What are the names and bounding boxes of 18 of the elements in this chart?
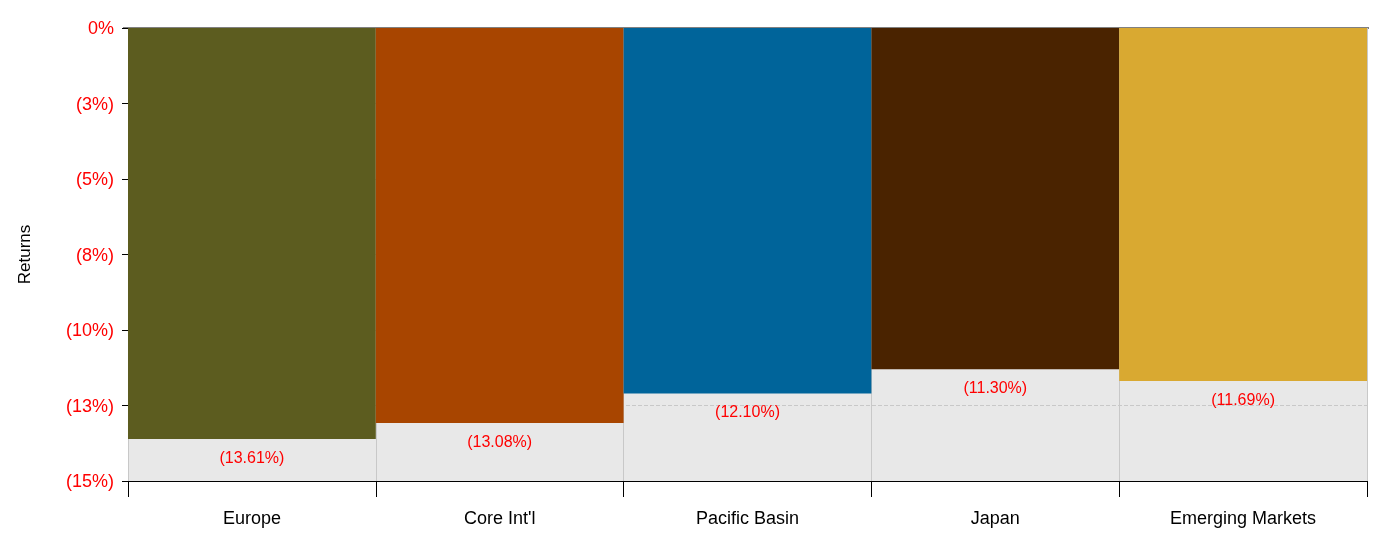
y-tick-label: (10%) [65, 320, 114, 340]
data-label: (13.61%) [219, 448, 285, 466]
x-tick-label: Pacific Basin [695, 508, 800, 528]
data-label: (13.08%) [467, 432, 533, 450]
y-tick-label: (8%) [75, 244, 114, 265]
x-tick-label: Emerging Markets [1170, 508, 1317, 528]
data-label: (12.10%) [715, 402, 780, 420]
data-label: (11.69%) [1211, 390, 1275, 408]
x-tick-label: Japan [970, 508, 1020, 528]
y-tick-label: 0% [87, 18, 114, 38]
data-label: (11.30%) [963, 378, 1028, 396]
y-tick-label: (15%) [65, 471, 114, 491]
y-tick-label: (3%) [75, 93, 114, 114]
y-tick-label: (13%) [65, 395, 114, 416]
x-tick-label: Europe [222, 508, 281, 528]
y-axis-title: Returns [15, 224, 34, 285]
x-tick-label: Core Int'l [463, 508, 536, 528]
y-tick-label: (5%) [75, 169, 114, 189]
